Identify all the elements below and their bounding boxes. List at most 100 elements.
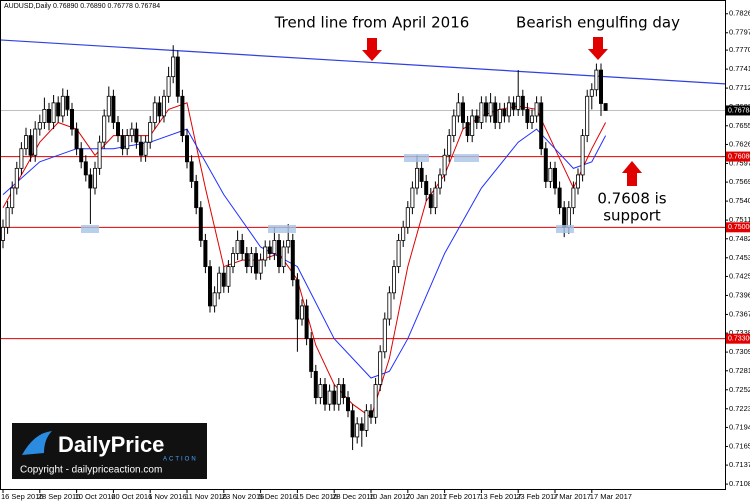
y-tick-label: 0.71080 bbox=[729, 479, 750, 488]
candle-body bbox=[474, 115, 479, 123]
candle-body bbox=[240, 240, 245, 254]
candle-body bbox=[470, 115, 475, 137]
level-label-box bbox=[726, 333, 750, 344]
candle-body bbox=[424, 181, 429, 195]
candle-body bbox=[180, 95, 185, 137]
candle-body bbox=[548, 167, 553, 182]
candle-body bbox=[322, 384, 327, 405]
candle-body bbox=[198, 207, 203, 241]
y-tick-label: 0.73095 bbox=[729, 347, 750, 356]
candle-body bbox=[401, 226, 406, 241]
candle-body bbox=[479, 102, 484, 123]
candle-body bbox=[286, 240, 291, 248]
logo-text: DailyPrice bbox=[58, 432, 164, 457]
candle-body bbox=[226, 266, 231, 287]
candle-body bbox=[258, 259, 263, 274]
candle-body bbox=[33, 128, 38, 156]
candle-body bbox=[327, 390, 332, 405]
candle-body bbox=[313, 371, 318, 399]
candle-body bbox=[299, 305, 304, 320]
x-tick-label: 1 Feb 2017 bbox=[443, 492, 481, 501]
candle-body bbox=[396, 240, 401, 268]
x-tick-label: 20 Oct 2016 bbox=[111, 492, 152, 501]
y-tick-label: 0.73385 bbox=[729, 328, 750, 337]
candle-body bbox=[65, 95, 70, 110]
candle-body bbox=[332, 390, 337, 405]
arrow-down bbox=[362, 38, 382, 61]
plot-frame bbox=[0, 0, 726, 490]
candle-body bbox=[129, 128, 134, 137]
y-tick-label: 0.77705 bbox=[729, 45, 750, 54]
x-tick-label: 23 Feb 2017 bbox=[516, 492, 558, 501]
candle-body bbox=[309, 338, 314, 372]
x-tick-label: 10 Oct 2016 bbox=[75, 492, 116, 501]
arrow-up bbox=[622, 161, 642, 186]
candle-body bbox=[111, 95, 116, 123]
candle-body bbox=[37, 122, 42, 130]
candle-body bbox=[341, 384, 346, 399]
ohlc: 0.76890 bbox=[80, 3, 105, 10]
candle-body bbox=[157, 102, 162, 117]
candle-body bbox=[437, 174, 442, 189]
logo-action: ACTION bbox=[163, 457, 198, 463]
candle-body bbox=[543, 148, 548, 182]
highlight bbox=[454, 154, 479, 162]
candle-body bbox=[10, 187, 15, 209]
candle-body bbox=[116, 122, 121, 137]
candle-body bbox=[14, 167, 19, 189]
candle-body bbox=[373, 384, 378, 418]
x-tick-label: 15 Dec 2016 bbox=[295, 492, 338, 501]
candle-body bbox=[295, 279, 300, 320]
candle-body bbox=[419, 167, 424, 182]
highlight bbox=[81, 225, 99, 233]
candle-body bbox=[502, 108, 507, 117]
y-tick-label: 0.76265 bbox=[729, 139, 750, 148]
candle-body bbox=[207, 266, 212, 307]
candle-body bbox=[576, 174, 581, 189]
candle-body bbox=[483, 102, 488, 117]
candle-body bbox=[281, 246, 286, 268]
x-tick-label: 16 Sep 2016 bbox=[1, 492, 44, 501]
x-tick-label: 28 Dec 2016 bbox=[332, 492, 375, 501]
candle-body bbox=[23, 135, 28, 150]
candle-body bbox=[28, 135, 33, 156]
arrow-down bbox=[588, 37, 608, 60]
candle-body bbox=[125, 135, 130, 150]
candle-body bbox=[42, 108, 47, 123]
candle-body bbox=[143, 141, 148, 156]
candle-body bbox=[530, 115, 535, 123]
candle-body bbox=[599, 69, 604, 104]
logo: DailyPrice ACTION Copyright - dailyprice… bbox=[12, 423, 207, 479]
y-tick-label: 0.71945 bbox=[729, 422, 750, 431]
candle-body bbox=[447, 135, 452, 156]
candle-body bbox=[534, 102, 539, 117]
level-label-box bbox=[726, 105, 750, 116]
candle-body bbox=[152, 102, 157, 123]
x-tick-label: 17 Mar 2017 bbox=[590, 492, 632, 501]
candle-body bbox=[249, 253, 254, 268]
x-tick-label: 7 Mar 2017 bbox=[553, 492, 591, 501]
candle-body bbox=[603, 103, 608, 111]
candle-body bbox=[368, 410, 373, 418]
candle-body bbox=[203, 240, 208, 268]
candle-body bbox=[134, 128, 139, 143]
candle-body bbox=[276, 240, 281, 268]
candle-body bbox=[456, 102, 461, 117]
candle-body bbox=[272, 240, 277, 254]
candle-body bbox=[594, 69, 599, 91]
highlight bbox=[404, 154, 429, 162]
candle-body bbox=[171, 56, 176, 78]
candle-body bbox=[138, 141, 143, 156]
candle-body bbox=[175, 56, 180, 97]
candle-body bbox=[497, 108, 502, 123]
candle-body bbox=[74, 128, 79, 150]
